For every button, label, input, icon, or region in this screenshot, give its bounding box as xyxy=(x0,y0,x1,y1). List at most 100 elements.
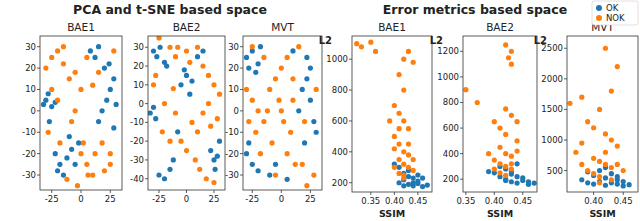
point xyxy=(406,165,411,170)
point xyxy=(96,70,101,75)
point xyxy=(267,172,272,177)
point xyxy=(396,111,401,116)
point xyxy=(178,82,183,87)
point xyxy=(514,119,519,124)
x-tick xyxy=(310,190,311,193)
point xyxy=(514,174,519,179)
point xyxy=(256,61,261,66)
plot-area xyxy=(41,44,119,188)
x-tick-label: 0.40 xyxy=(385,196,404,206)
point xyxy=(73,108,78,113)
plot-area xyxy=(567,46,631,189)
y-tick-label: 30 xyxy=(228,42,239,52)
point xyxy=(492,157,497,162)
point xyxy=(290,48,295,53)
y-tick xyxy=(37,68,40,69)
point xyxy=(244,55,249,60)
point xyxy=(200,110,205,115)
x-tick-label: 0.45 xyxy=(408,196,427,206)
x-tick xyxy=(394,192,395,195)
y-tick-label: 600 xyxy=(332,116,348,126)
point xyxy=(184,48,189,53)
point xyxy=(189,78,194,83)
y-tick xyxy=(240,46,243,47)
y-tick xyxy=(145,47,148,48)
point xyxy=(396,72,401,77)
point xyxy=(396,180,401,185)
point xyxy=(526,179,531,184)
point xyxy=(311,119,316,124)
point xyxy=(609,177,614,182)
point xyxy=(211,180,216,185)
point xyxy=(603,183,608,188)
x-tick xyxy=(281,190,282,193)
point xyxy=(256,108,261,113)
point xyxy=(573,150,578,155)
x-tick-label: -25 xyxy=(245,194,259,204)
point xyxy=(503,42,508,47)
point xyxy=(285,151,290,156)
point xyxy=(208,124,213,129)
x-tick-label: 25 xyxy=(105,194,116,204)
point xyxy=(506,55,511,60)
point xyxy=(153,116,158,121)
point xyxy=(200,63,205,68)
y-tick xyxy=(145,66,148,67)
x-tick-label: 0 xyxy=(184,194,189,204)
point xyxy=(67,76,72,81)
y-tick-label: 1000 xyxy=(541,135,563,145)
y-tick xyxy=(349,151,352,152)
point xyxy=(503,151,508,156)
point xyxy=(114,102,119,107)
x-tick xyxy=(81,190,82,193)
point xyxy=(187,60,192,65)
point xyxy=(99,108,104,113)
frame xyxy=(352,36,432,192)
point xyxy=(102,65,107,70)
point xyxy=(175,45,180,50)
legend-label: NOK xyxy=(606,13,625,23)
point xyxy=(258,151,263,156)
y-tick-label: 30 xyxy=(25,42,36,52)
frame xyxy=(243,36,322,190)
frame xyxy=(463,36,537,192)
point xyxy=(411,60,416,65)
point xyxy=(603,162,608,167)
frame xyxy=(40,36,122,190)
point xyxy=(173,54,178,59)
point xyxy=(425,182,430,187)
point xyxy=(279,108,284,113)
point xyxy=(486,169,491,174)
point xyxy=(411,168,416,173)
point xyxy=(213,167,218,172)
y-tick xyxy=(37,89,40,90)
point xyxy=(184,73,189,78)
point xyxy=(406,49,411,54)
point xyxy=(156,172,161,177)
point xyxy=(75,183,80,188)
point xyxy=(61,44,66,49)
y-tick xyxy=(460,51,463,52)
point xyxy=(359,44,364,49)
y-tick-label: 20 xyxy=(133,61,144,71)
point xyxy=(401,149,406,154)
point xyxy=(302,119,307,124)
point xyxy=(92,151,97,156)
point xyxy=(250,44,255,49)
y-tick xyxy=(37,175,40,176)
y-tick-label: -30 xyxy=(130,155,144,165)
y-tick xyxy=(460,102,463,103)
point xyxy=(302,140,307,145)
point xyxy=(49,104,54,109)
point xyxy=(111,125,116,130)
point xyxy=(497,161,502,166)
point xyxy=(47,119,52,124)
point xyxy=(406,152,411,157)
point xyxy=(153,73,158,78)
x-tick-label: 0.35 xyxy=(456,196,475,206)
panel: BAE2L2SSIM0.350.400.45200400600800100012… xyxy=(430,21,537,219)
y-tick xyxy=(564,78,567,79)
x-tick-label: 0.35 xyxy=(361,196,380,206)
y-tick-label: 0 xyxy=(139,99,144,109)
point xyxy=(55,168,60,173)
